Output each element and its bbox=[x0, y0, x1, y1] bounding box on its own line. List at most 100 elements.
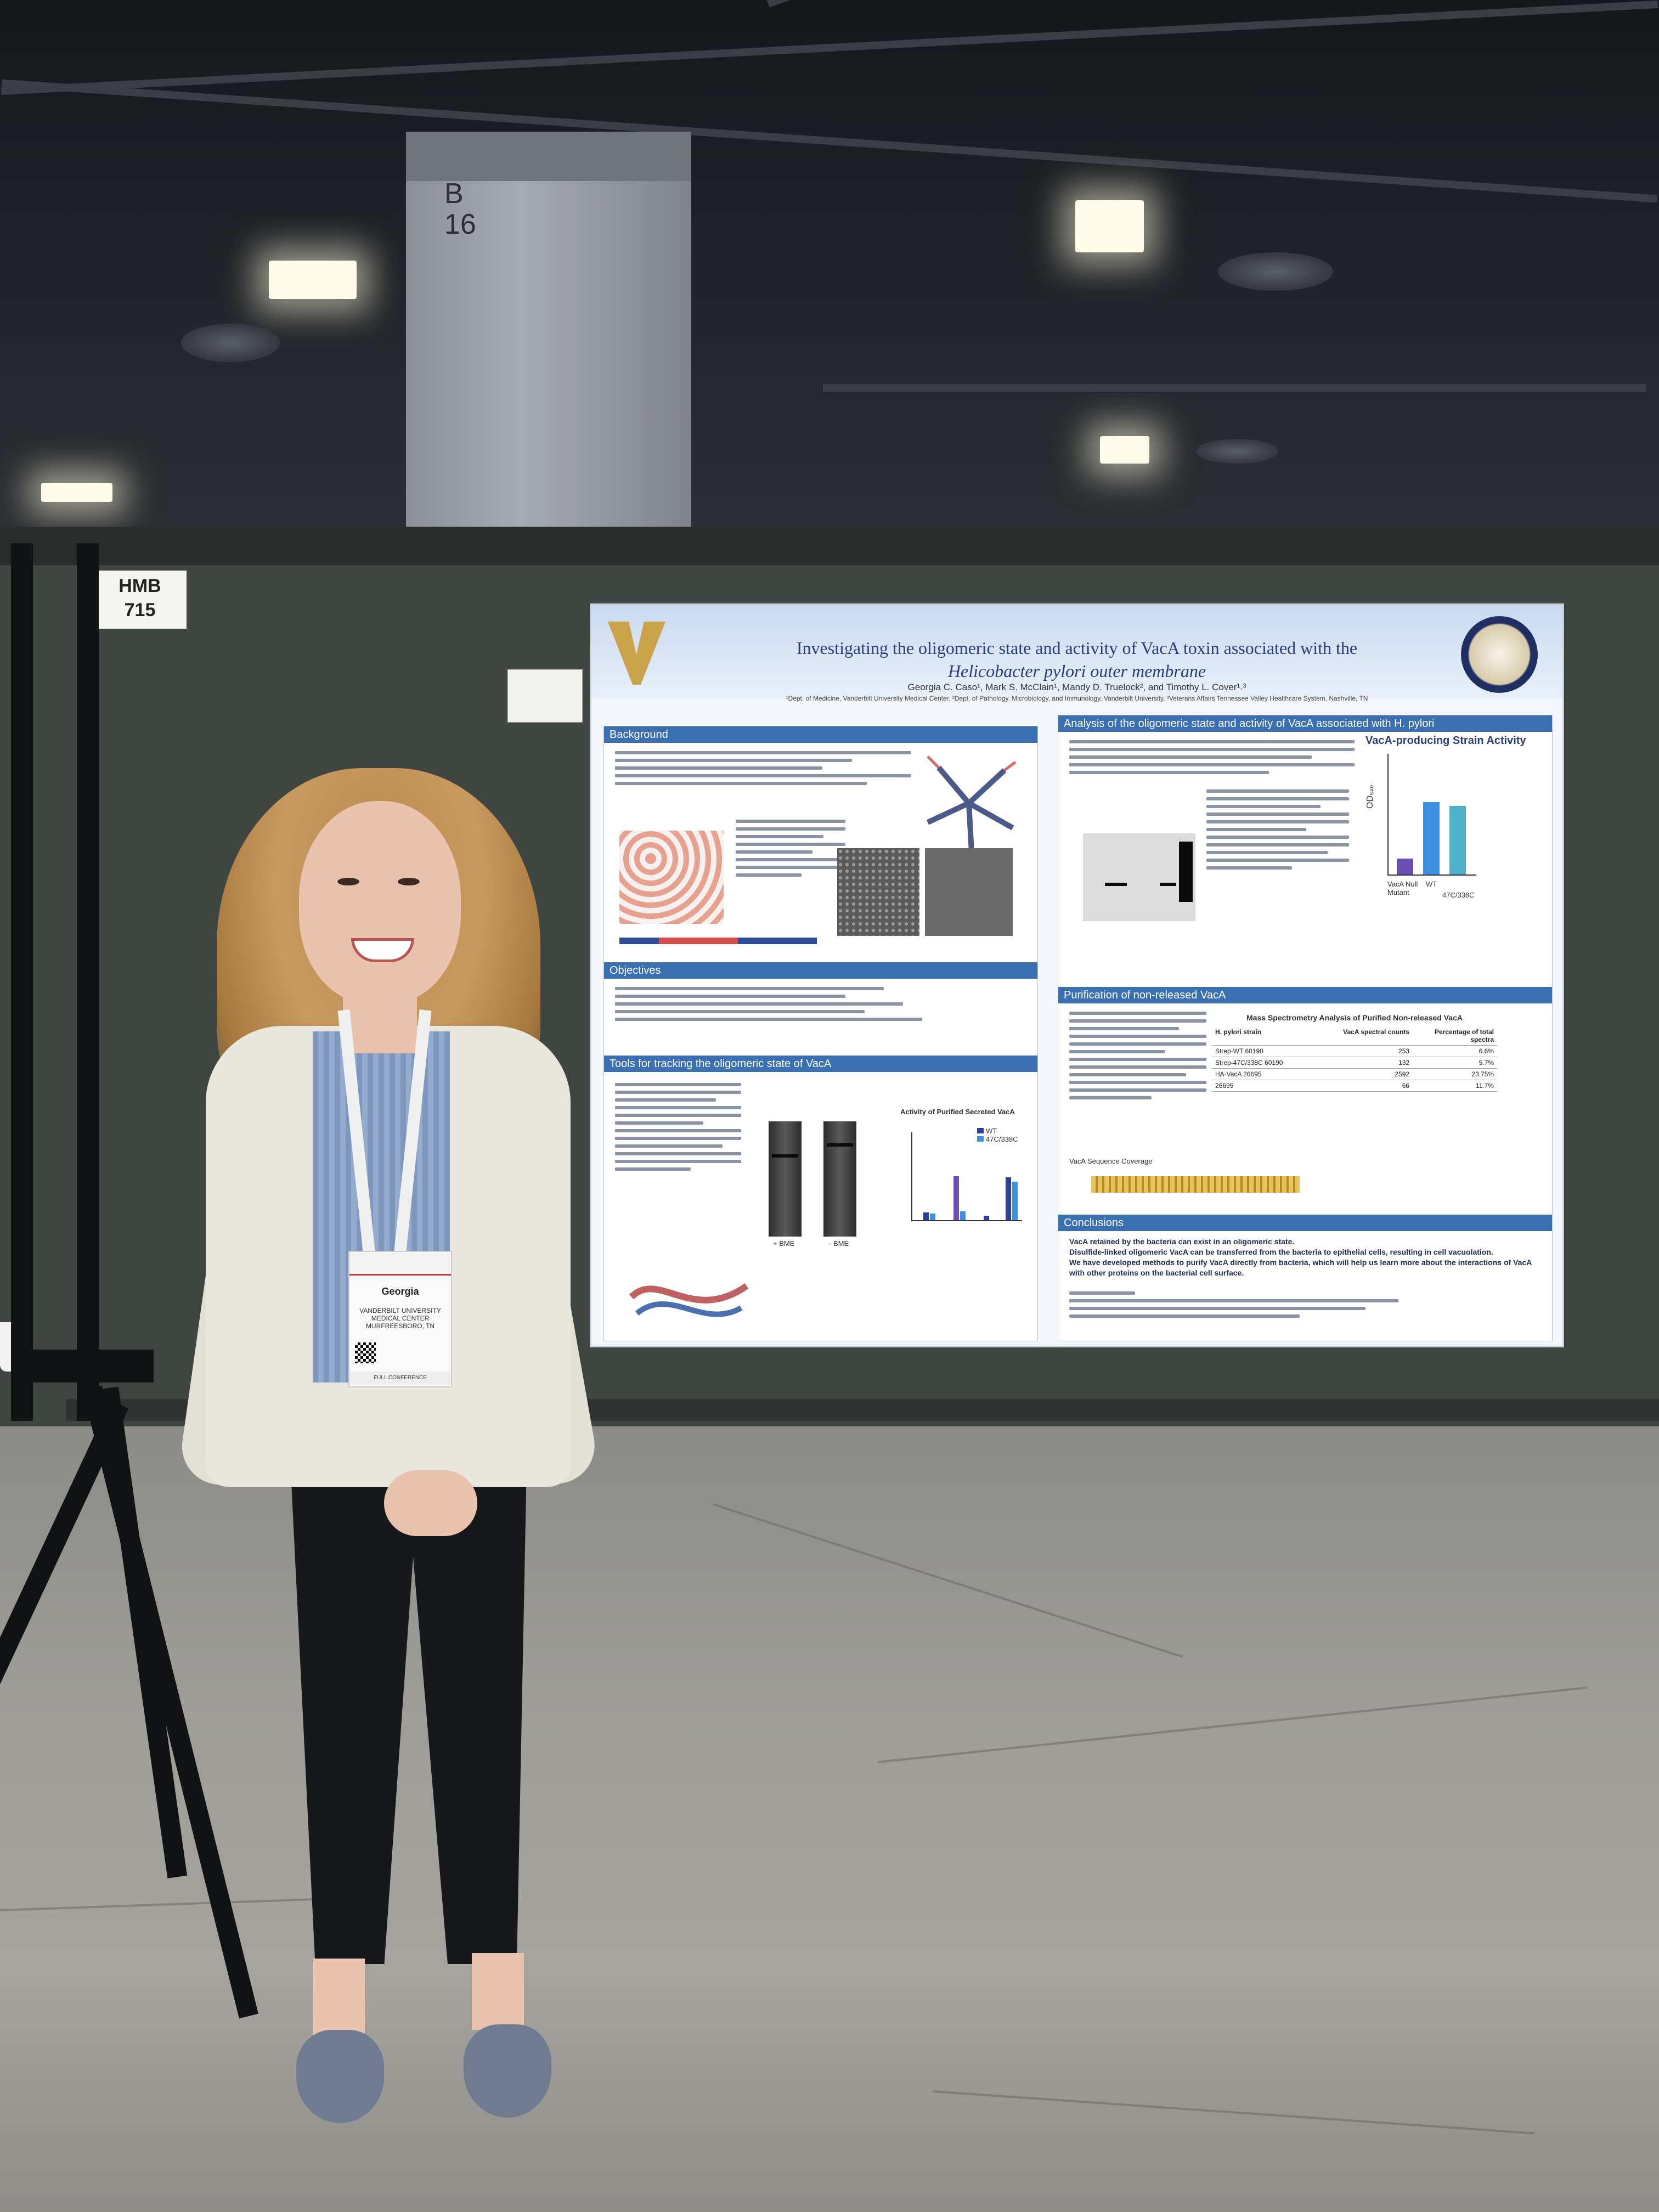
table-cell: 2592 bbox=[1395, 1070, 1410, 1078]
ceiling bbox=[0, 0, 1659, 549]
gel-label-plus-bme: + BME bbox=[773, 1239, 795, 1248]
sequence-coverage-bar bbox=[1091, 1176, 1300, 1193]
strain-activity-chart-title: VacA-producing Strain Activity bbox=[1365, 735, 1526, 747]
legend-swatch bbox=[977, 1128, 984, 1133]
research-poster: Investigating the oligomeric state and a… bbox=[590, 603, 1564, 1347]
em-micrograph-2 bbox=[925, 848, 1013, 936]
table-cell: HA-VacA 26695 bbox=[1215, 1070, 1262, 1078]
board-top-rail bbox=[0, 527, 1659, 565]
floor-crack bbox=[0, 1898, 329, 1911]
section-analysis-heading: Analysis of the oligomeric state and act… bbox=[1058, 715, 1552, 732]
conclusions-list: VacA retained by the bacteria can exist … bbox=[1069, 1237, 1541, 1278]
poster-affiliations: ¹Dept. of Medicine, Vanderbilt Universit… bbox=[786, 695, 1368, 702]
conclusion-item: VacA retained by the bacteria can exist … bbox=[1069, 1237, 1295, 1246]
ceiling-beam bbox=[2, 79, 1657, 203]
badge-ribbon: FULL CONFERENCE bbox=[349, 1372, 451, 1385]
badge-city: MURFREESBORO, TN bbox=[365, 1322, 435, 1330]
references-text bbox=[1069, 1291, 1398, 1322]
poster-authors: Georgia C. Caso¹, Mark S. McClain¹, Mand… bbox=[907, 682, 1246, 692]
table-cell: 66 bbox=[1402, 1082, 1410, 1090]
background-text-2 bbox=[736, 820, 845, 881]
ceiling-vent bbox=[181, 324, 280, 362]
section-tools-heading: Tools for tracking the oligomeric state … bbox=[604, 1056, 1037, 1072]
badge-org-text: VANDERBILT UNIVERSITY MEDICAL CENTER bbox=[359, 1307, 441, 1322]
blot-band bbox=[1105, 883, 1127, 886]
chart-bar bbox=[960, 1211, 966, 1220]
gel-image-right bbox=[823, 1121, 856, 1237]
gel-image-left bbox=[769, 1121, 802, 1237]
table-cell: 132 bbox=[1398, 1059, 1410, 1066]
poster-title-line2: Helicobacter pylori outer membrane bbox=[947, 661, 1206, 681]
strain-activity-chart bbox=[1387, 754, 1476, 876]
purification-text bbox=[1069, 1012, 1206, 1104]
table-cell: 26695 bbox=[1215, 1082, 1234, 1090]
ceiling-beam bbox=[823, 384, 1646, 392]
person-shoe bbox=[296, 2030, 384, 2123]
chart-bar bbox=[1006, 1177, 1011, 1220]
section-purification-heading: Purification of non-released VacA bbox=[1058, 987, 1552, 1003]
floor-crack bbox=[877, 1686, 1588, 1763]
table-cell: Strep-WT 60190 bbox=[1215, 1047, 1263, 1055]
floor-crack bbox=[713, 1503, 1183, 1658]
table-row: Strep-47C/338C 60190 132 5.7% bbox=[1212, 1057, 1497, 1069]
vacuolation-micrograph bbox=[619, 831, 724, 924]
va-seal-icon bbox=[1461, 616, 1538, 693]
vaca-structure-image bbox=[926, 755, 1017, 853]
badge-name: Georgia bbox=[381, 1286, 419, 1297]
table-row: Strep-WT 60190 253 6.6% bbox=[1212, 1046, 1497, 1057]
pillar-cap bbox=[406, 132, 691, 181]
em-micrograph-1 bbox=[837, 848, 919, 936]
poster-right-column: Analysis of the oligomeric state and act… bbox=[1058, 715, 1553, 1341]
booth-tag-line1: HMB bbox=[119, 575, 161, 596]
ceiling-beam bbox=[1, 0, 1658, 95]
qr-code-icon bbox=[355, 1342, 376, 1363]
protein-domain-bar bbox=[619, 938, 817, 944]
analysis-text-2 bbox=[1206, 789, 1349, 874]
background-text bbox=[615, 751, 911, 789]
mass-spec-table-body: H. pylori strain VacA spectral counts Perc… bbox=[1212, 1026, 1497, 1092]
chart-bar bbox=[984, 1216, 989, 1220]
gel-band bbox=[827, 1143, 853, 1147]
support-pillar bbox=[406, 132, 691, 549]
poster-header bbox=[591, 605, 1562, 698]
secreted-activity-legend: WT 47C/338C bbox=[977, 1127, 1018, 1143]
section-objectives-heading: Objectives bbox=[604, 962, 1037, 979]
table-cell: 5.7% bbox=[1479, 1059, 1494, 1066]
pinned-note bbox=[507, 669, 583, 723]
smile bbox=[351, 938, 414, 962]
vanderbilt-logo-icon bbox=[608, 622, 665, 685]
person-ankle bbox=[313, 1959, 365, 2035]
ceiling-light bbox=[1100, 436, 1149, 464]
strain-bar-47c338c bbox=[1449, 806, 1466, 874]
concrete-floor bbox=[0, 1404, 1659, 2212]
legend-item: 47C/338C bbox=[977, 1135, 1018, 1143]
pillar-label-line1: B bbox=[444, 178, 464, 210]
legend-item: WT bbox=[977, 1127, 1018, 1135]
strain-xtick: WT bbox=[1426, 880, 1437, 888]
tools-text bbox=[615, 1083, 741, 1175]
gel-label-minus-bme: - BME bbox=[829, 1239, 849, 1248]
mass-spec-title: Mass Spectrometry Analysis of Purified N… bbox=[1246, 1013, 1463, 1022]
chart-bar bbox=[953, 1176, 959, 1220]
protein-model-image bbox=[629, 1283, 749, 1317]
strain-xtick: VacA Null Mutant bbox=[1387, 880, 1418, 896]
easel-post bbox=[11, 543, 33, 1421]
strain-xtick: 47C/338C bbox=[1442, 891, 1475, 899]
ceiling-vent bbox=[1196, 439, 1278, 464]
eye bbox=[337, 878, 359, 885]
western-blot-image bbox=[1083, 833, 1195, 921]
strain-chart-ylabel: OD₅₄₀ bbox=[1365, 785, 1375, 809]
legend-label: 47C/338C bbox=[986, 1135, 1018, 1143]
section-conclusions-heading: Conclusions bbox=[1058, 1215, 1552, 1231]
legend-swatch bbox=[977, 1136, 984, 1142]
chart-bar bbox=[1012, 1182, 1018, 1220]
table-cell: 253 bbox=[1398, 1047, 1410, 1055]
table-row: HA-VacA 26695 2592 23.75% bbox=[1212, 1069, 1497, 1080]
table-cell: H. pylori strain bbox=[1215, 1028, 1262, 1036]
booth-tag-line2: 715 bbox=[124, 600, 156, 620]
table-cell: Strep-47C/338C 60190 bbox=[1215, 1059, 1283, 1066]
table-cell: Percentage of total spectra bbox=[1434, 1028, 1494, 1043]
poster-left-column: Background Objectives Tools for tracking… bbox=[603, 726, 1038, 1341]
table-cell: VacA spectral counts bbox=[1343, 1028, 1410, 1036]
poster-title-line1: Investigating the oligomeric state and a… bbox=[796, 638, 1358, 658]
